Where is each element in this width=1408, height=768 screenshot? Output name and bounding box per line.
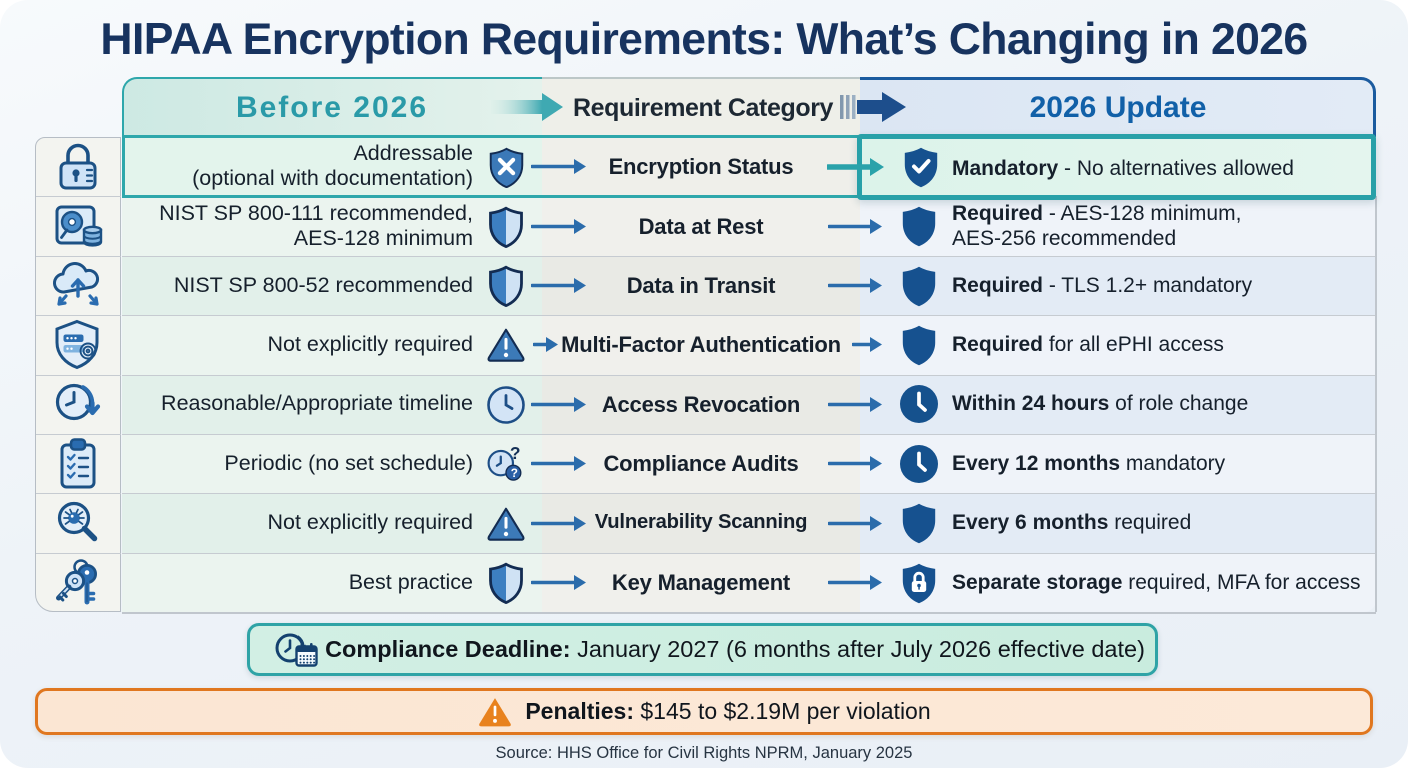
svg-text:?: ?: [511, 467, 518, 480]
svg-text:?: ?: [510, 443, 521, 463]
